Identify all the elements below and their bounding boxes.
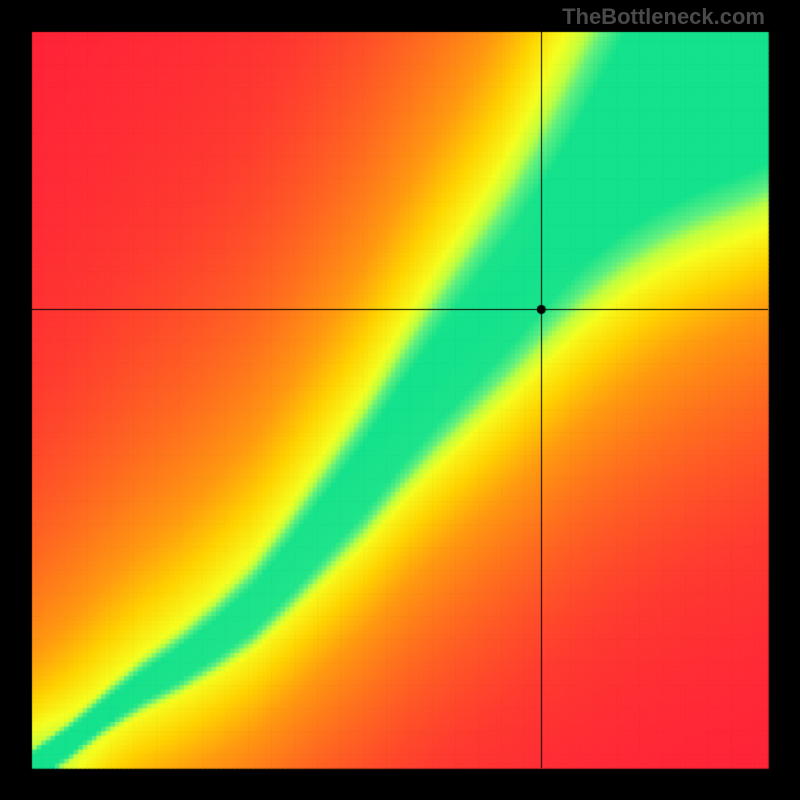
heatmap-canvas xyxy=(0,0,800,800)
chart-stage: TheBottleneck.com xyxy=(0,0,800,800)
watermark-text: TheBottleneck.com xyxy=(562,4,765,30)
